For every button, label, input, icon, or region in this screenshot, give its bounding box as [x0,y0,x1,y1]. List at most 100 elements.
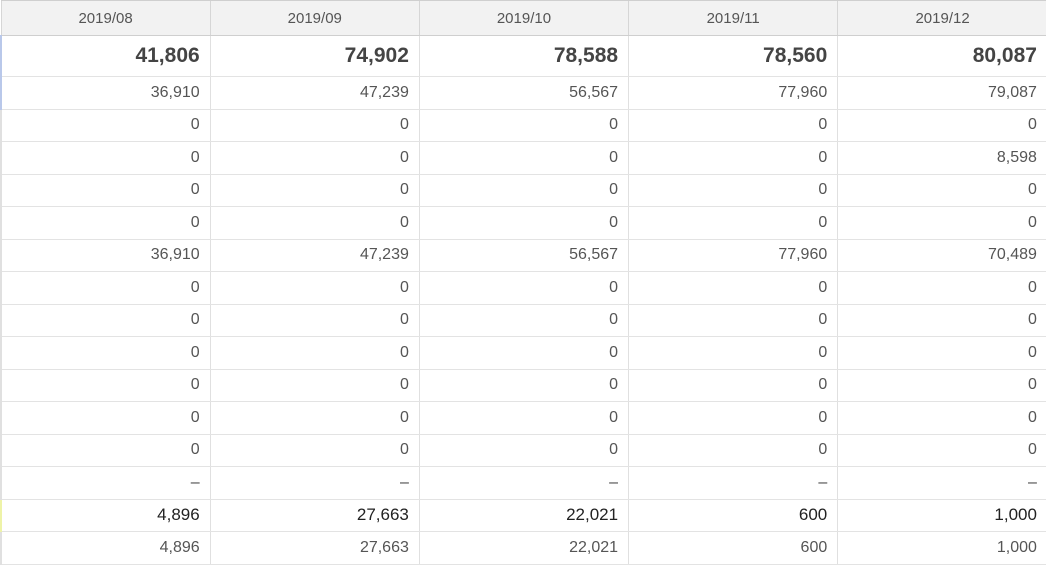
table-cell[interactable]: 0 [628,401,838,435]
table-cell[interactable]: – [418,466,629,500]
table-row: 4,896 27,663 22,021 600 1,000 [0,499,1046,532]
table-cell[interactable]: 0 [837,174,1046,207]
column-header-2019-09[interactable]: 2019/09 [209,0,420,36]
table-cell[interactable]: 8,598 [837,141,1046,175]
column-header-2019-12[interactable]: 2019/12 [837,0,1046,36]
table-row: – – – – – [0,466,1046,500]
table-cell[interactable]: 600 [628,499,838,532]
table-cell[interactable]: 27,663 [209,531,420,565]
table-cell[interactable]: 0 [209,206,420,240]
table-cell[interactable]: 0 [0,109,211,142]
table-cell[interactable]: 0 [0,304,211,337]
table-cell[interactable]: 0 [418,109,629,142]
table-row: 36,910 47,239 56,567 77,960 70,489 [0,239,1046,272]
table-cell[interactable]: 0 [209,434,420,467]
table-cell[interactable]: 80,087 [837,35,1046,77]
table-cell[interactable]: – [0,466,211,500]
table-cell[interactable]: – [628,466,838,500]
table-cell[interactable]: 0 [209,401,420,435]
table-cell[interactable]: 0 [0,401,211,435]
table-cell[interactable]: 22,021 [418,499,629,532]
table-cell[interactable]: – [209,466,420,500]
table-cell[interactable]: 0 [837,304,1046,337]
table-cell[interactable]: 0 [0,336,211,370]
table-row: 41,806 74,902 78,588 78,560 80,087 [0,35,1046,77]
table-cell[interactable]: – [837,466,1046,500]
table-cell[interactable]: 0 [628,336,838,370]
table-cell[interactable]: 0 [209,369,420,402]
table-cell[interactable]: 0 [628,141,838,175]
table-cell[interactable]: 0 [418,434,629,467]
header-row: 2019/08 2019/09 2019/10 2019/11 2019/12 [0,0,1046,36]
table-cell[interactable]: 4,896 [0,531,211,565]
table-cell[interactable]: 600 [628,531,838,565]
table-cell[interactable]: 47,239 [209,239,420,272]
table-cell[interactable]: 0 [628,174,838,207]
table-cell[interactable]: 0 [418,271,629,305]
column-header-2019-10[interactable]: 2019/10 [418,0,629,36]
table-cell[interactable]: 1,000 [837,499,1046,532]
table-cell[interactable]: 0 [628,434,838,467]
table-cell[interactable]: 0 [837,206,1046,240]
table-cell[interactable]: 78,560 [628,35,838,77]
table-cell[interactable]: 70,489 [837,239,1046,272]
table-cell[interactable]: 0 [628,206,838,240]
table-cell[interactable]: 1,000 [837,531,1046,565]
table-cell[interactable]: 0 [209,336,420,370]
table-cell[interactable]: 0 [0,174,211,207]
table-cell[interactable]: 0 [418,401,629,435]
table-cell[interactable]: 0 [209,141,420,175]
table-cell[interactable]: 74,902 [209,35,420,77]
table-row: 36,910 47,239 56,567 77,960 79,087 [0,76,1046,110]
table-cell[interactable]: 0 [837,336,1046,370]
table-cell[interactable]: 0 [209,271,420,305]
column-header-2019-11[interactable]: 2019/11 [628,0,838,36]
table-cell[interactable]: 0 [837,369,1046,402]
table-cell[interactable]: 0 [628,369,838,402]
table-cell[interactable]: 0 [418,336,629,370]
table-cell[interactable]: 56,567 [418,239,629,272]
table-cell[interactable]: 77,960 [628,239,838,272]
table-cell[interactable]: 0 [628,304,838,337]
table-cell[interactable]: 0 [418,141,629,175]
table-cell[interactable]: 0 [209,109,420,142]
table-cell[interactable]: 77,960 [628,76,838,110]
table-cell[interactable]: 22,021 [418,531,629,565]
table-cell[interactable]: 0 [628,271,838,305]
table-cell[interactable]: 0 [837,109,1046,142]
table-cell[interactable]: 36,910 [0,239,211,272]
table-cell[interactable]: 47,239 [209,76,420,110]
table-cell[interactable]: 0 [418,174,629,207]
table-cell[interactable]: 36,910 [0,76,211,110]
table-cell[interactable]: 0 [628,109,838,142]
table-cell[interactable]: 0 [418,206,629,240]
table-cell[interactable]: 0 [0,369,211,402]
table-cell[interactable]: 4,896 [0,499,211,532]
table-row: 0 0 0 0 8,598 [0,141,1046,175]
table-row: 4,896 27,663 22,021 600 1,000 [0,531,1046,565]
table-cell[interactable]: 0 [0,434,211,467]
table-cell[interactable]: 0 [0,271,211,305]
table-cell[interactable]: 78,588 [418,35,629,77]
table-cell[interactable]: 56,567 [418,76,629,110]
table-cell[interactable]: 41,806 [0,35,211,77]
table-cell[interactable]: 0 [0,206,211,240]
table-cell[interactable]: 0 [209,174,420,207]
table-cell[interactable]: 0 [837,401,1046,435]
table-cell[interactable]: 0 [0,141,211,175]
table-cell[interactable]: 0 [418,304,629,337]
table-cell[interactable]: 0 [418,369,629,402]
table-cell[interactable]: 27,663 [209,499,420,532]
table-cell[interactable]: 0 [209,304,420,337]
column-header-2019-08[interactable]: 2019/08 [0,0,211,36]
table-cell[interactable]: 0 [837,434,1046,467]
table-cell[interactable]: 0 [837,271,1046,305]
table-cell[interactable]: 79,087 [837,76,1046,110]
